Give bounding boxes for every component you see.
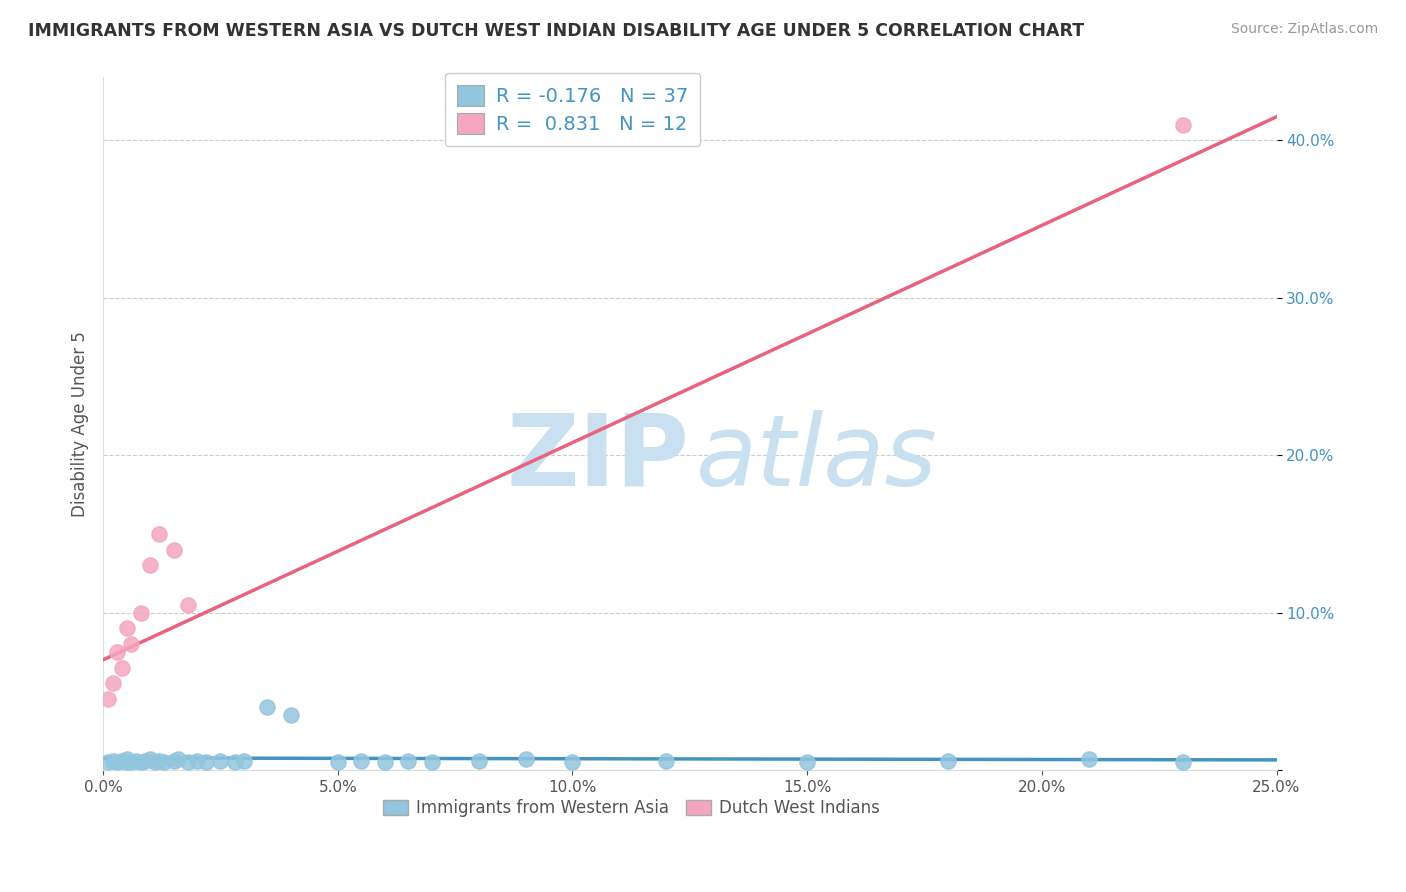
Point xyxy=(209,754,232,768)
Point xyxy=(115,755,138,769)
Point xyxy=(115,752,138,766)
Point xyxy=(125,754,148,768)
Point xyxy=(561,755,583,769)
Point xyxy=(162,754,184,768)
Text: Source: ZipAtlas.com: Source: ZipAtlas.com xyxy=(1230,22,1378,37)
Point xyxy=(139,752,162,766)
Point xyxy=(139,558,162,573)
Point xyxy=(280,707,302,722)
Legend: Immigrants from Western Asia, Dutch West Indians: Immigrants from Western Asia, Dutch West… xyxy=(375,793,886,824)
Text: ZIP: ZIP xyxy=(508,409,690,507)
Point xyxy=(134,754,156,768)
Point xyxy=(467,754,489,768)
Point xyxy=(936,754,959,768)
Point xyxy=(111,661,134,675)
Point xyxy=(97,692,120,706)
Point xyxy=(162,542,184,557)
Point xyxy=(186,754,208,768)
Point xyxy=(120,755,142,769)
Point xyxy=(115,621,138,635)
Point xyxy=(1077,752,1099,766)
Point xyxy=(396,754,419,768)
Point xyxy=(105,645,128,659)
Point xyxy=(148,754,170,768)
Point xyxy=(129,606,152,620)
Point xyxy=(176,755,198,769)
Point xyxy=(1171,755,1194,769)
Point xyxy=(350,754,373,768)
Point xyxy=(111,754,134,768)
Point xyxy=(101,676,124,690)
Point xyxy=(326,755,349,769)
Point xyxy=(148,527,170,541)
Point xyxy=(167,752,190,766)
Text: atlas: atlas xyxy=(696,409,938,507)
Point xyxy=(153,755,176,769)
Point xyxy=(120,637,142,651)
Point xyxy=(420,755,443,769)
Point xyxy=(1171,118,1194,132)
Y-axis label: Disability Age Under 5: Disability Age Under 5 xyxy=(72,331,89,516)
Point xyxy=(224,755,246,769)
Point xyxy=(796,755,818,769)
Point xyxy=(143,755,166,769)
Point xyxy=(105,755,128,769)
Point xyxy=(655,754,678,768)
Point xyxy=(101,754,124,768)
Point xyxy=(374,755,396,769)
Point xyxy=(97,755,120,769)
Point xyxy=(232,754,254,768)
Point xyxy=(176,598,198,612)
Point xyxy=(256,700,278,714)
Point xyxy=(515,752,537,766)
Text: IMMIGRANTS FROM WESTERN ASIA VS DUTCH WEST INDIAN DISABILITY AGE UNDER 5 CORRELA: IMMIGRANTS FROM WESTERN ASIA VS DUTCH WE… xyxy=(28,22,1084,40)
Point xyxy=(129,755,152,769)
Point xyxy=(195,755,218,769)
